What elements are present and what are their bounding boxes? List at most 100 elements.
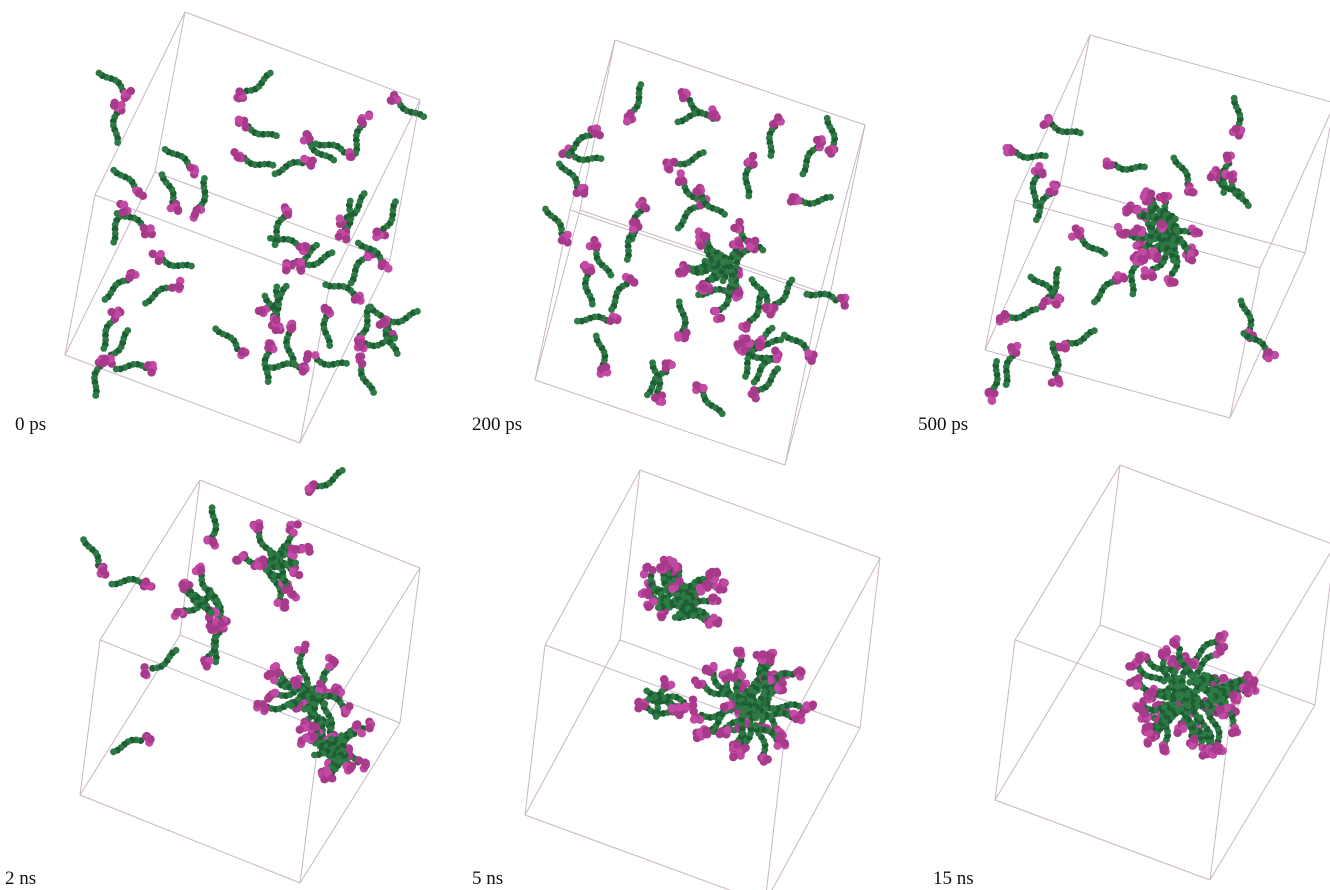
head-bead (751, 237, 759, 245)
head-bead (140, 224, 148, 232)
head-bead (299, 367, 307, 375)
tail-bead (827, 194, 834, 201)
head-bead (1045, 187, 1053, 195)
head-bead (990, 389, 998, 397)
head-bead (135, 189, 143, 197)
head-bead (235, 115, 243, 123)
head-bead (242, 123, 250, 131)
head-bead (709, 110, 717, 118)
head-bead (743, 321, 751, 329)
head-bead (380, 317, 388, 325)
tail-bead (720, 259, 727, 266)
head-bead (692, 381, 700, 389)
head-bead (1211, 745, 1219, 753)
head-bead (1192, 227, 1200, 235)
head-bead (767, 652, 775, 660)
tail-bead (1091, 299, 1098, 306)
tail-bead (1245, 202, 1252, 209)
tail-bead (361, 190, 368, 197)
head-bead (271, 689, 279, 697)
tail-bead (1178, 692, 1185, 699)
head-bead (626, 275, 634, 283)
head-bead (735, 239, 743, 247)
head-bead (257, 307, 265, 315)
tail-bead (752, 713, 759, 720)
tail-bead (124, 327, 131, 334)
tail-bead (1240, 330, 1247, 337)
head-bead (328, 774, 336, 782)
head-bead (142, 577, 150, 585)
head-bead (723, 726, 731, 734)
head-bead (1169, 639, 1177, 647)
tail-bead (690, 612, 697, 619)
tail-bead (267, 551, 274, 558)
head-bead (259, 555, 267, 563)
head-bead (1144, 739, 1152, 747)
head-bead (715, 585, 723, 593)
head-bead (1141, 266, 1149, 274)
box-edge (1230, 268, 1260, 418)
head-bead (373, 227, 381, 235)
snapshot (984, 35, 1330, 418)
head-bead (697, 587, 705, 595)
head-bead (365, 112, 373, 120)
head-bead (1128, 662, 1136, 670)
head-bead (1052, 300, 1060, 308)
tail-bead (292, 559, 299, 566)
head-bead (1160, 192, 1168, 200)
tail-bead (674, 118, 681, 125)
tail-bead (267, 70, 274, 77)
head-bead (1148, 273, 1156, 281)
tail-bead (565, 151, 572, 158)
head-bead (661, 681, 669, 689)
head-bead (807, 357, 815, 365)
head-bead (1163, 648, 1171, 656)
head-bead (1149, 688, 1157, 696)
box-edge (570, 210, 820, 295)
box-edge (80, 795, 300, 883)
head-bead (149, 250, 157, 258)
head-bead (345, 702, 353, 710)
head-bead (1265, 348, 1273, 356)
tail-bead (1170, 702, 1177, 709)
head-bead (1167, 277, 1175, 285)
tail-bead (311, 752, 318, 759)
tail-bead (1129, 291, 1136, 298)
tail-bead (343, 360, 350, 367)
snapshot (80, 467, 420, 883)
tail-bead (740, 711, 747, 718)
tail-bead (214, 597, 221, 604)
tail-bead (1208, 694, 1215, 701)
snapshot (535, 40, 865, 465)
tail-bead (335, 755, 342, 762)
head-bead (273, 599, 281, 607)
head-bead (140, 670, 148, 678)
head-bead (355, 353, 363, 361)
head-bead (1226, 172, 1234, 180)
head-bead (730, 224, 738, 232)
head-bead (233, 153, 241, 161)
snapshot (65, 12, 427, 443)
head-bead (730, 674, 738, 682)
head-bead (712, 307, 720, 315)
head-bead (352, 721, 360, 729)
head-bead (174, 206, 182, 214)
box-edge (785, 295, 830, 465)
head-bead (642, 563, 650, 571)
head-bead (300, 646, 308, 654)
box-edge (1305, 103, 1330, 253)
box-edge (65, 195, 95, 355)
head-bead (1074, 229, 1082, 237)
tail-bead (1077, 130, 1084, 137)
tail-bead (326, 342, 333, 349)
tail-bead (159, 171, 166, 178)
tail-bead (777, 336, 784, 343)
head-bead (779, 679, 787, 687)
head-bead (675, 711, 683, 719)
tail-bead (676, 298, 683, 305)
head-bead (290, 545, 298, 553)
tail-bead (1199, 685, 1206, 692)
tail-bead (1172, 668, 1179, 675)
head-bead (587, 267, 595, 275)
head-bead (602, 363, 610, 371)
